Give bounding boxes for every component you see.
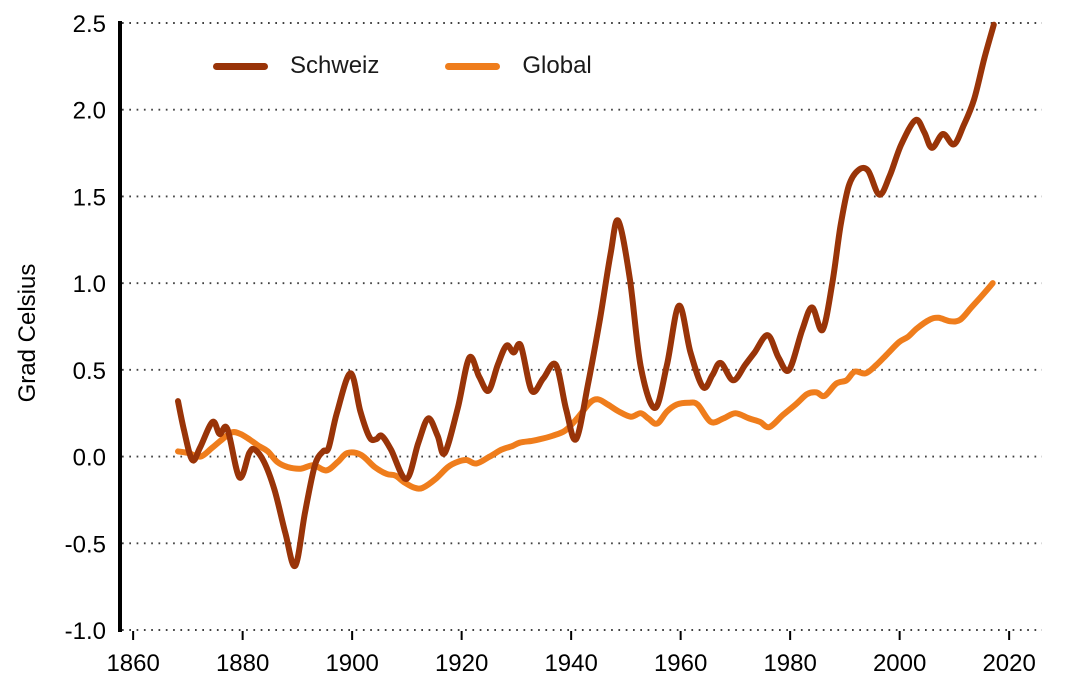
legend-label-schweiz: Schweiz bbox=[290, 52, 380, 79]
y-tick-label--1.0: -1.0 bbox=[65, 618, 106, 645]
series-line-schweiz bbox=[175, 21, 997, 569]
y-axis-title: Grad Celsius bbox=[14, 263, 41, 403]
x-tick-label-1860: 1860 bbox=[106, 650, 159, 677]
x-tick-label-2020: 2020 bbox=[982, 650, 1035, 677]
x-tick-label-2000: 2000 bbox=[873, 650, 926, 677]
legend-item-global: Global bbox=[445, 52, 592, 79]
y-tick-label-2.5: 2.5 bbox=[73, 11, 106, 38]
y-tick-label-1.0: 1.0 bbox=[73, 271, 106, 298]
series-line-global bbox=[175, 280, 996, 492]
x-tick-label-1960: 1960 bbox=[654, 650, 707, 677]
legend-label-global: Global bbox=[522, 52, 592, 79]
y-tick-label-2.0: 2.0 bbox=[73, 98, 106, 125]
x-tick-label-1900: 1900 bbox=[325, 650, 378, 677]
x-tick-label-1940: 1940 bbox=[544, 650, 597, 677]
schweiz-line-swatch bbox=[213, 62, 268, 70]
global-line-swatch bbox=[445, 62, 501, 70]
legend: Schweiz Global bbox=[213, 54, 592, 78]
y-tick-label-0.5: 0.5 bbox=[73, 358, 106, 385]
x-tick-label-1880: 1880 bbox=[216, 650, 269, 677]
x-tick-label-1980: 1980 bbox=[763, 650, 816, 677]
x-tick-label-1920: 1920 bbox=[435, 650, 488, 677]
y-tick-label-0.0: 0.0 bbox=[73, 445, 106, 472]
y-tick-label-1.5: 1.5 bbox=[73, 184, 106, 211]
y-tick-label--0.5: -0.5 bbox=[65, 531, 106, 558]
legend-item-schweiz: Schweiz bbox=[213, 54, 379, 78]
